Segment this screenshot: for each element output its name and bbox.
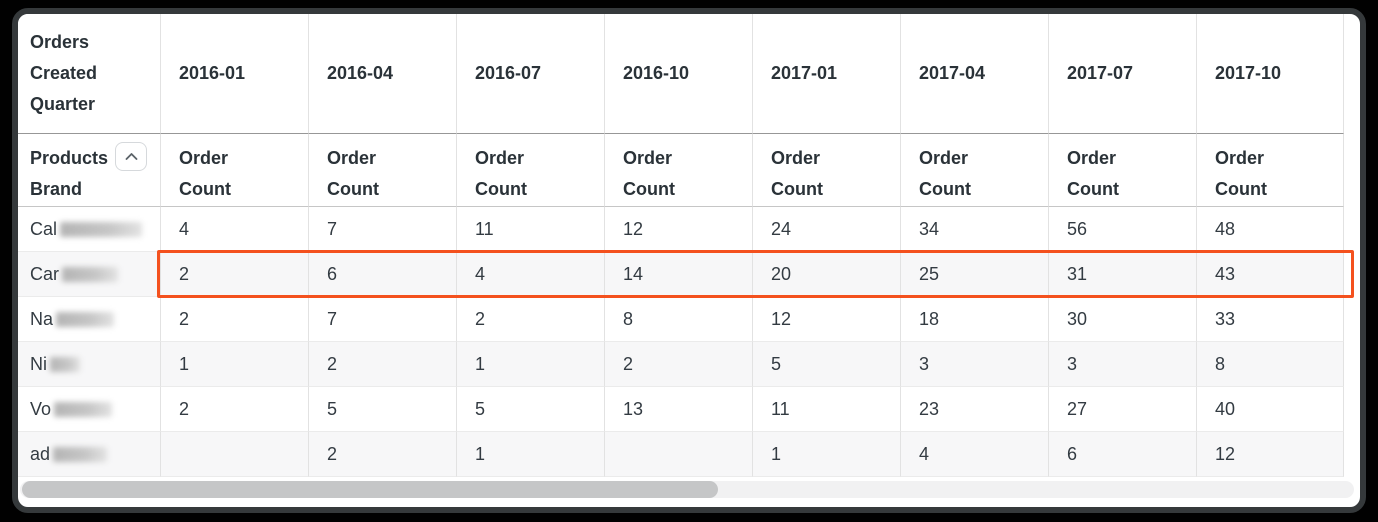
order-count-cell[interactable]: 4 bbox=[160, 207, 308, 252]
order-count-cell[interactable]: 1 bbox=[160, 342, 308, 387]
column-header-products-brand[interactable]: Products Brand bbox=[18, 134, 160, 207]
column-header-order-count[interactable]: Order Count bbox=[456, 134, 604, 207]
column-header-quarter[interactable]: 2016-07 bbox=[456, 14, 604, 134]
order-count-cell[interactable]: 2 bbox=[160, 252, 308, 297]
column-header-order-count[interactable]: Order Count bbox=[1048, 134, 1196, 207]
row-header-brand[interactable]: ad bbox=[18, 432, 160, 477]
order-count-cell[interactable]: 6 bbox=[1048, 432, 1196, 477]
order-count-cell[interactable]: 3 bbox=[900, 342, 1048, 387]
brand-prefix: Na bbox=[30, 308, 54, 329]
order-count-cell[interactable]: 7 bbox=[308, 297, 456, 342]
order-count-cell[interactable]: 18 bbox=[900, 297, 1048, 342]
order-count-cell[interactable]: 12 bbox=[752, 297, 900, 342]
row-header-brand[interactable]: Car bbox=[18, 252, 160, 297]
sort-ascending-button[interactable] bbox=[115, 142, 147, 171]
brand-prefix: Ni bbox=[30, 353, 47, 374]
order-count-cell[interactable]: 3 bbox=[1048, 342, 1196, 387]
row-header-brand[interactable]: Ni bbox=[18, 342, 160, 387]
redacted-brand-text bbox=[62, 266, 119, 282]
column-header-order-count[interactable]: Order Count bbox=[752, 134, 900, 207]
order-count-cell[interactable]: 4 bbox=[456, 252, 604, 297]
order-count-cell[interactable]: 4 bbox=[900, 432, 1048, 477]
column-header-quarter[interactable]: 2016-01 bbox=[160, 14, 308, 134]
order-count-cell[interactable] bbox=[604, 432, 752, 477]
brand-prefix: ad bbox=[30, 443, 51, 464]
row-header-brand[interactable]: Na bbox=[18, 297, 160, 342]
order-count-cell[interactable]: 43 bbox=[1196, 252, 1344, 297]
order-count-cell[interactable]: 34 bbox=[900, 207, 1048, 252]
pivot-table: Orders Created Quarter 2016-01 2016-04 2016… bbox=[18, 14, 1344, 477]
column-header-order-count[interactable]: Order Count bbox=[1196, 134, 1344, 207]
redacted-brand-text bbox=[56, 311, 115, 327]
order-count-cell[interactable]: 2 bbox=[160, 387, 308, 432]
order-count-cell[interactable] bbox=[160, 432, 308, 477]
order-count-cell[interactable]: 30 bbox=[1048, 297, 1196, 342]
order-count-cell[interactable]: 2 bbox=[160, 297, 308, 342]
column-header-order-count[interactable]: Order Count bbox=[900, 134, 1048, 207]
order-count-cell[interactable]: 5 bbox=[752, 342, 900, 387]
order-count-cell[interactable]: 8 bbox=[604, 297, 752, 342]
order-count-cell[interactable]: 6 bbox=[308, 252, 456, 297]
column-header-order-count[interactable]: Order Count bbox=[308, 134, 456, 207]
column-header-order-count[interactable]: Order Count bbox=[604, 134, 752, 207]
brand-prefix: Cal bbox=[30, 218, 58, 239]
order-count-cell[interactable]: 2 bbox=[308, 342, 456, 387]
order-count-cell[interactable]: 2 bbox=[604, 342, 752, 387]
order-count-cell[interactable]: 31 bbox=[1048, 252, 1196, 297]
order-count-cell[interactable]: 11 bbox=[752, 387, 900, 432]
horizontal-scrollbar[interactable] bbox=[20, 481, 1354, 498]
column-header-quarter[interactable]: 2016-10 bbox=[604, 14, 752, 134]
order-count-cell[interactable]: 33 bbox=[1196, 297, 1344, 342]
column-header-quarter[interactable]: 2017-04 bbox=[900, 14, 1048, 134]
order-count-cell[interactable]: 1 bbox=[456, 432, 604, 477]
order-count-cell[interactable]: 1 bbox=[752, 432, 900, 477]
brand-prefix: Vo bbox=[30, 398, 52, 419]
horizontal-scrollbar-thumb[interactable] bbox=[22, 481, 718, 498]
order-count-cell[interactable]: 8 bbox=[1196, 342, 1344, 387]
order-count-cell[interactable]: 2 bbox=[456, 297, 604, 342]
order-count-cell[interactable]: 20 bbox=[752, 252, 900, 297]
brand-prefix: Car bbox=[30, 263, 60, 284]
order-count-cell[interactable]: 56 bbox=[1048, 207, 1196, 252]
column-header-quarter[interactable]: 2016-04 bbox=[308, 14, 456, 134]
redacted-brand-text bbox=[60, 221, 143, 237]
redacted-brand-text bbox=[53, 446, 108, 462]
chevron-up-icon bbox=[125, 153, 137, 160]
table-window: Orders Created Quarter 2016-01 2016-04 2016… bbox=[12, 8, 1366, 513]
column-header-quarter[interactable]: 2017-07 bbox=[1048, 14, 1196, 134]
row-header-brand[interactable]: Vo bbox=[18, 387, 160, 432]
order-count-cell[interactable]: 12 bbox=[604, 207, 752, 252]
order-count-cell[interactable]: 27 bbox=[1048, 387, 1196, 432]
order-count-cell[interactable]: 14 bbox=[604, 252, 752, 297]
order-count-cell[interactable]: 24 bbox=[752, 207, 900, 252]
table-content: Orders Created Quarter 2016-01 2016-04 2016… bbox=[18, 14, 1360, 507]
order-count-cell[interactable]: 5 bbox=[456, 387, 604, 432]
order-count-cell[interactable]: 13 bbox=[604, 387, 752, 432]
order-count-cell[interactable]: 40 bbox=[1196, 387, 1344, 432]
order-count-cell[interactable]: 23 bbox=[900, 387, 1048, 432]
order-count-cell[interactable]: 12 bbox=[1196, 432, 1344, 477]
redacted-brand-text bbox=[54, 401, 113, 417]
order-count-cell[interactable]: 48 bbox=[1196, 207, 1344, 252]
order-count-cell[interactable]: 25 bbox=[900, 252, 1048, 297]
order-count-cell[interactable]: 2 bbox=[308, 432, 456, 477]
redacted-brand-text bbox=[50, 356, 80, 372]
order-count-cell[interactable]: 11 bbox=[456, 207, 604, 252]
order-count-cell[interactable]: 1 bbox=[456, 342, 604, 387]
order-count-cell[interactable]: 7 bbox=[308, 207, 456, 252]
column-header-order-count[interactable]: Order Count bbox=[160, 134, 308, 207]
products-brand-label: Products Brand bbox=[30, 148, 109, 199]
column-header-quarter[interactable]: 2017-01 bbox=[752, 14, 900, 134]
column-header-orders-created-quarter[interactable]: Orders Created Quarter bbox=[18, 14, 160, 134]
row-header-brand[interactable]: Cal bbox=[18, 207, 160, 252]
order-count-cell[interactable]: 5 bbox=[308, 387, 456, 432]
column-header-quarter[interactable]: 2017-10 bbox=[1196, 14, 1344, 134]
